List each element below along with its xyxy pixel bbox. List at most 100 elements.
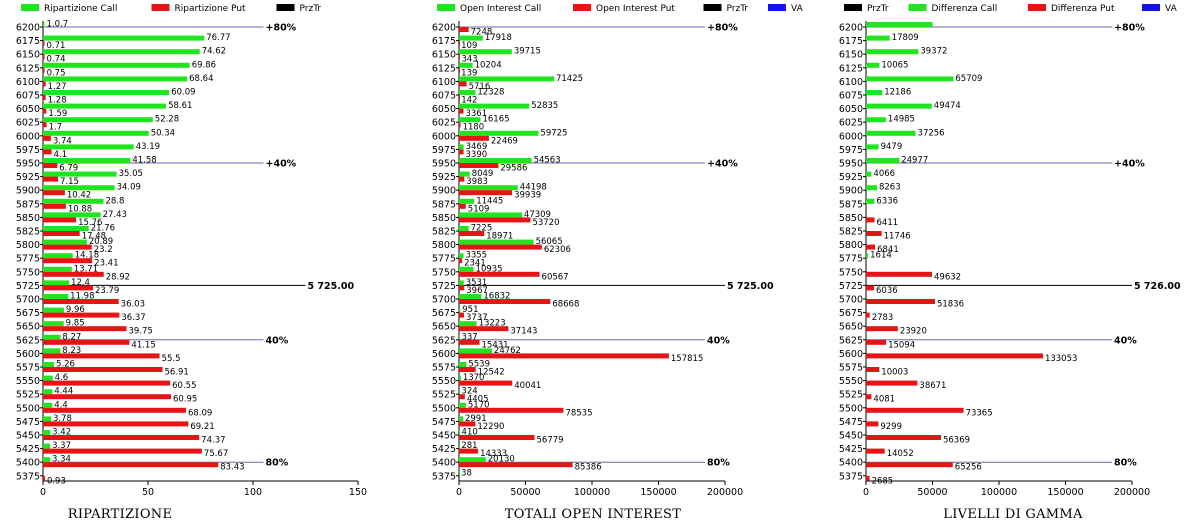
data-label-put-0-24: 55.5	[162, 354, 181, 364]
panel-title-0: RIPARTIZIONE	[68, 507, 173, 522]
y-tick-label-2-27: 5525	[839, 390, 863, 401]
y-tick-label-2-16: 5800	[839, 240, 863, 251]
bar-put-1-12	[459, 190, 513, 196]
bar-put-0-14	[43, 217, 77, 223]
x-tick-label-0-3: 150	[349, 487, 367, 498]
data-label-put-0-17: 23.41	[94, 259, 118, 269]
data-label-call-0-8: 50.34	[151, 128, 175, 138]
data-label-put-2-28: 73365	[966, 408, 993, 418]
bar-put-0-9	[43, 149, 52, 155]
bar-call-0-25	[43, 362, 55, 367]
y-tick-label-1-10: 5950	[432, 159, 456, 170]
bar-put-0-30	[43, 435, 200, 440]
data-label-put-1-21: 3737	[466, 313, 488, 323]
data-label-put-0-27: 60.95	[173, 395, 197, 405]
data-label-put-0-31: 75.67	[204, 449, 228, 459]
bar-put-0-3	[43, 67, 45, 73]
data-label-call-1-28: 5170	[468, 400, 490, 410]
bar-put-1-14	[459, 217, 531, 223]
data-label-put-2-22: 23920	[900, 327, 927, 337]
y-tick-label-0-31: 5425	[16, 444, 40, 455]
bar-put-2-29	[866, 421, 879, 427]
x-tick-label-2-0: 0	[863, 487, 869, 498]
y-tick-label-2-14: 5850	[839, 213, 863, 224]
data-label-call-1-15: 7225	[471, 224, 493, 234]
y-tick-label-0-14: 5850	[16, 213, 40, 224]
bar-put-0-10	[43, 163, 58, 168]
y-tick-label-0-20: 5700	[16, 295, 40, 306]
legend-label-1-0: Open Interest Call	[460, 4, 541, 14]
bar-put-2-22	[866, 326, 898, 332]
data-label-call-1-19: 3531	[466, 278, 488, 288]
y-tick-label-2-32: 5400	[839, 458, 863, 469]
y-tick-label-1-30: 5450	[432, 431, 456, 442]
data-label-put-0-9: 4.1	[54, 150, 68, 160]
x-tick-label-2-2: 100000	[981, 487, 1017, 498]
data-label-put-2-19: 6036	[876, 286, 898, 296]
data-label-put-1-30: 56779	[537, 436, 564, 446]
data-label-call-2-5: 12186	[884, 88, 911, 98]
bar-call-1-25	[459, 362, 467, 367]
y-tick-label-0-33: 5375	[16, 471, 40, 482]
bar-call-2-2	[866, 49, 919, 55]
y-tick-label-1-26: 5550	[432, 376, 456, 387]
bar-put-1-28	[459, 407, 564, 413]
y-tick-label-1-4: 6100	[432, 77, 456, 88]
data-label-call-0-5: 60.09	[171, 88, 195, 98]
bar-call-2-8	[866, 130, 916, 136]
bar-put-2-18	[866, 271, 933, 277]
bar-call-2-12	[866, 185, 877, 191]
bar-call-1-16	[459, 239, 534, 245]
bar-put-2-30	[866, 435, 941, 440]
data-label-call-1-7: 16165	[482, 115, 509, 125]
data-label-call-2-6: 49474	[934, 101, 961, 111]
y-tick-label-0-1: 6175	[16, 36, 40, 47]
y-tick-label-2-25: 5575	[839, 363, 863, 374]
bar-put-0-25	[43, 367, 163, 372]
y-tick-label-1-15: 5825	[432, 227, 456, 238]
bar-call-1-17	[459, 253, 464, 259]
data-label-call-1-14: 47309	[524, 210, 551, 220]
bar-call-0-26	[43, 375, 53, 381]
y-tick-label-2-18: 5750	[839, 267, 863, 278]
bar-put-0-7	[43, 122, 47, 128]
legend-swatch-0-1	[151, 4, 170, 11]
legend-label-2-0: PrzTr	[867, 4, 889, 14]
bar-put-1-21	[459, 312, 464, 318]
data-label-put-0-7: 1.7	[49, 123, 63, 133]
y-tick-label-0-25: 5575	[16, 363, 40, 374]
data-label-put-1-9: 3390	[466, 150, 488, 160]
data-label-call-1-10: 54563	[534, 156, 561, 166]
data-label-call-2-11: 4066	[873, 169, 895, 179]
y-tick-label-2-8: 6000	[839, 131, 863, 142]
data-label-put-1-5: 142	[461, 96, 477, 106]
bar-call-0-5	[43, 90, 170, 95]
bar-call-0-28	[43, 402, 53, 408]
data-label-put-2-18: 49632	[934, 272, 961, 282]
data-label-call-1-20: 16832	[483, 292, 510, 302]
data-label-call-1-25: 5539	[468, 360, 490, 370]
bar-call-1-12	[459, 185, 518, 191]
data-label-put-1-2: 343	[461, 55, 477, 65]
y-tick-label-0-32: 5400	[16, 458, 40, 469]
ref-line-label-2-2: 5 726.00	[1134, 281, 1181, 292]
data-label-put-1-0: 7248	[471, 28, 493, 38]
bar-put-0-15	[43, 231, 80, 236]
bar-put-0-17	[43, 258, 93, 264]
data-label-call-2-9: 9479	[881, 142, 903, 152]
data-label-put-1-17: 2341	[464, 259, 486, 269]
bar-call-0-23	[43, 334, 61, 340]
data-label-call-0-9: 43.19	[136, 142, 160, 152]
bar-call-0-17	[43, 253, 73, 259]
data-label-call-1-12: 44198	[520, 183, 547, 193]
bar-call-1-20	[459, 294, 482, 299]
ref-line-label-1-3: 40%	[707, 335, 730, 346]
y-tick-label-0-23: 5625	[16, 335, 40, 346]
data-label-put-0-2: 0.74	[47, 55, 66, 65]
bar-call-0-8	[43, 130, 149, 136]
y-tick-label-1-24: 5600	[432, 349, 456, 360]
data-label-call-1-5: 12328	[477, 88, 504, 98]
y-tick-label-0-8: 6000	[16, 131, 40, 142]
bar-call-0-32	[43, 457, 51, 463]
bar-call-1-22	[459, 321, 477, 327]
